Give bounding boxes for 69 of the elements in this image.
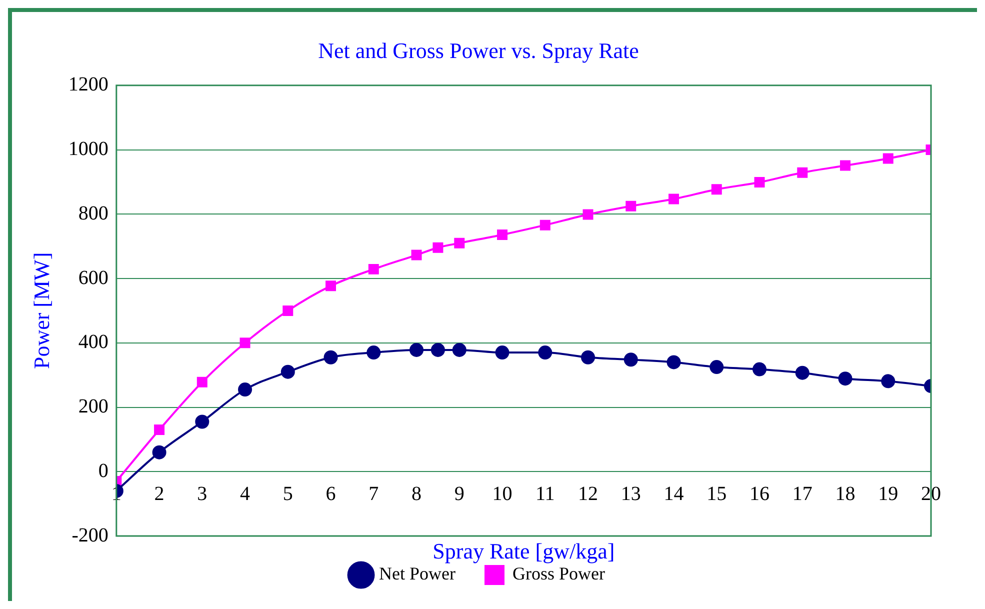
point — [452, 342, 466, 357]
point — [666, 355, 681, 370]
point — [840, 160, 850, 171]
point — [240, 338, 250, 348]
y-tick-label: 200 — [78, 396, 108, 418]
x-tick-label: 12 — [578, 482, 598, 505]
y-tick-label: 1000 — [68, 138, 108, 160]
y-tick-label: -200 — [72, 524, 108, 546]
point — [581, 350, 596, 364]
point — [366, 346, 381, 360]
legend-label: Net Power — [379, 564, 456, 584]
x-tick-label: 17 — [792, 482, 812, 505]
y-tick-label: 800 — [78, 202, 108, 224]
x-tick-label: 7 — [368, 482, 379, 505]
point — [326, 280, 336, 292]
point — [668, 194, 679, 204]
point — [838, 372, 852, 386]
y-axis-title: Power [MW] — [28, 252, 54, 370]
x-tick-label: 6 — [326, 482, 336, 505]
point — [626, 200, 636, 212]
point — [582, 209, 594, 220]
point — [754, 177, 765, 188]
x-tick-label: 10 — [492, 482, 512, 505]
point — [152, 445, 166, 460]
y-tick-label: 400 — [78, 331, 108, 354]
point — [711, 184, 722, 195]
x-tick-label: 8 — [412, 482, 422, 505]
point — [497, 230, 508, 240]
point — [410, 342, 424, 357]
point — [238, 382, 252, 397]
point — [154, 424, 165, 436]
y-tick-label: 0 — [98, 460, 108, 482]
point — [495, 346, 510, 360]
x-tick-label: 15 — [706, 482, 727, 505]
x-tick-label: 13 — [620, 482, 641, 505]
point — [797, 167, 808, 178]
x-tick-label: 9 — [454, 482, 464, 505]
x-tick-label: 5 — [282, 482, 293, 505]
x-tick-label: 4 — [240, 482, 250, 505]
x-tick-label: 18 — [835, 482, 856, 505]
y-tick-label: 600 — [78, 266, 108, 289]
point — [752, 362, 767, 376]
point — [795, 366, 810, 380]
point — [882, 153, 894, 164]
point — [710, 360, 724, 374]
point — [454, 238, 465, 248]
point — [430, 342, 445, 357]
x-tick-label: 16 — [750, 482, 770, 505]
x-tick-label: 3 — [197, 482, 208, 505]
point — [368, 264, 379, 274]
x-axis-title: Spray Rate [gw/kga] — [432, 538, 615, 564]
point — [280, 364, 295, 379]
point — [538, 346, 552, 360]
point — [282, 305, 294, 316]
y-tick-label: 1200 — [68, 74, 108, 96]
x-tick-label: 19 — [878, 482, 898, 505]
chart-title: Net and Gross Power vs. Spray Rate — [318, 38, 639, 63]
x-tick-label: 2 — [154, 482, 164, 505]
legend-label: Gross Power — [512, 564, 605, 584]
x-tick-label: 11 — [536, 482, 555, 505]
point — [624, 352, 638, 367]
x-tick-label: 14 — [664, 482, 684, 505]
point — [540, 220, 550, 230]
point — [324, 350, 338, 364]
point — [195, 414, 210, 429]
point — [196, 376, 208, 388]
point — [432, 242, 444, 253]
point — [411, 250, 422, 260]
point — [881, 374, 896, 388]
